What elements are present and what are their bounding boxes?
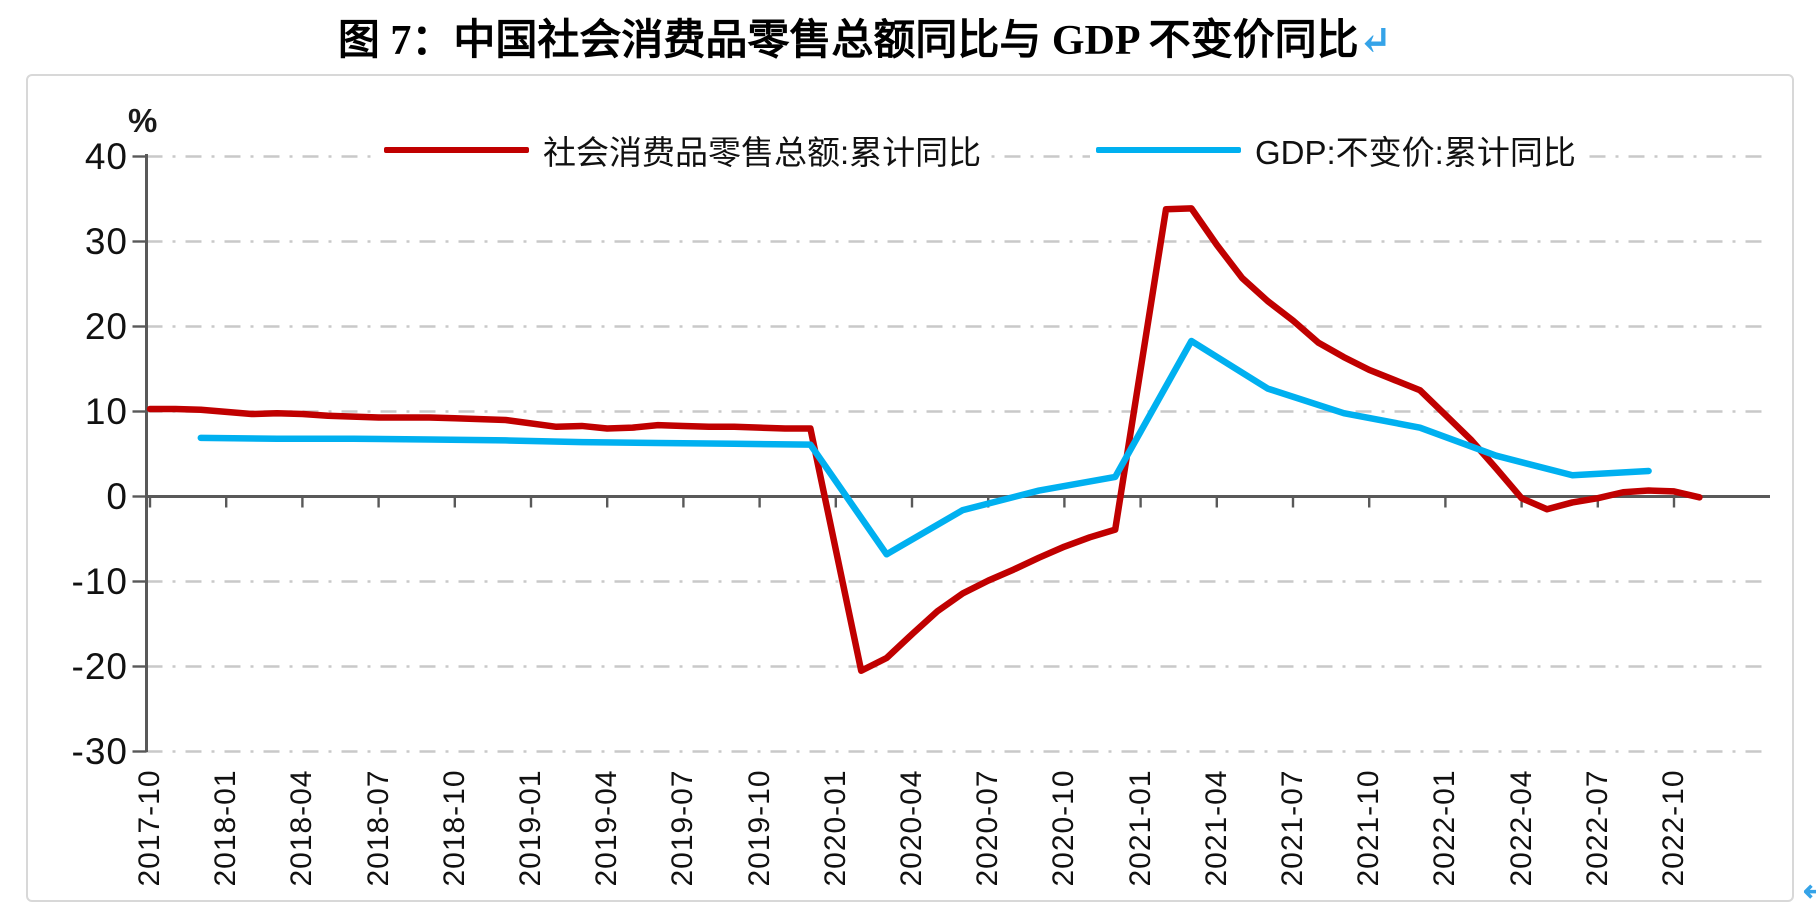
x-tick-label: 2018-10 xyxy=(437,769,471,887)
x-tick-label: 2021-07 xyxy=(1276,769,1309,887)
chart-title-text: 图 7：中国社会消费品零售总额同比与 GDP 不变价同比 xyxy=(337,18,1359,64)
x-tick-label: 2021-01 xyxy=(1123,769,1157,887)
x-tick-label: 2020-10 xyxy=(1047,769,1081,887)
x-tick-label: 2020-04 xyxy=(895,769,928,887)
x-tick-label: 2019-04 xyxy=(590,769,624,887)
x-tick-label: 2021-04 xyxy=(1199,769,1233,887)
y-tick-label: -10 xyxy=(71,560,128,602)
legend-item-gdp: GDP:不变价:累计同比 xyxy=(1090,126,1582,174)
y-tick-label: 0 xyxy=(106,475,128,517)
paragraph-mark-fragment: ↵ xyxy=(1803,875,1816,908)
x-tick-label: 2022-04 xyxy=(1504,769,1538,887)
retail-series-line xyxy=(146,205,1703,674)
retail-legend-line-icon xyxy=(384,147,529,153)
gdp-series-line xyxy=(197,337,1652,558)
legend-item-retail: 社会消费品零售总额:累计同比 xyxy=(378,126,988,174)
y-tick-label: -30 xyxy=(71,730,128,772)
x-tick-label: 2019-07 xyxy=(666,769,700,887)
x-tick-label: 2018-01 xyxy=(209,769,243,887)
x-tick-label: 2022-01 xyxy=(1428,769,1462,887)
x-tick-label: 2021-10 xyxy=(1352,769,1386,887)
x-tick-label: 2022-10 xyxy=(1657,769,1690,887)
x-tick-label: 2018-04 xyxy=(285,769,319,887)
x-tick-label: 2022-07 xyxy=(1580,769,1614,887)
retail-legend-label: 社会消费品零售总额:累计同比 xyxy=(543,134,982,171)
y-tick-label: 10 xyxy=(84,390,128,432)
chart-title: 图 7：中国社会消费品零售总额同比与 GDP 不变价同比↵ xyxy=(0,6,1730,67)
x-tick-label: 2020-07 xyxy=(971,769,1005,887)
x-tick-label: 2019-01 xyxy=(514,769,547,887)
x-tick-label: 2018-07 xyxy=(361,769,395,887)
y-tick-label: 40 xyxy=(84,135,128,177)
y-tick-label: 30 xyxy=(84,220,128,262)
figure-border xyxy=(26,74,1794,902)
gdp-legend-label: GDP:不变价:累计同比 xyxy=(1255,134,1576,171)
x-tick-label: 2020-01 xyxy=(818,769,852,887)
y-axis-unit-label: % xyxy=(128,102,159,139)
y-tick-label: -20 xyxy=(71,645,128,687)
gdp-legend-line-icon xyxy=(1096,147,1241,153)
x-tick-label: 2019-10 xyxy=(742,769,776,887)
return-mark-icon: ↵ xyxy=(1358,18,1393,63)
y-tick-label: 20 xyxy=(84,305,128,347)
x-tick-label: 2017-10 xyxy=(133,769,166,887)
